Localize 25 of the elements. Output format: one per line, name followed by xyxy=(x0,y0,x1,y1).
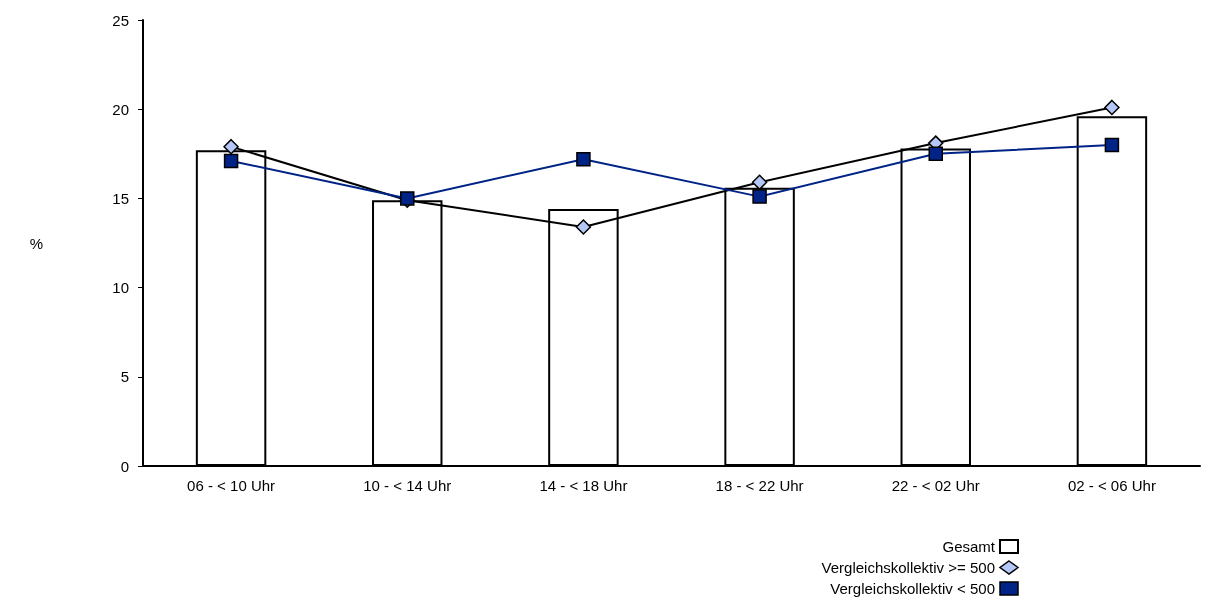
point xyxy=(928,146,943,162)
x-tick-label: 22 - < 02 Uhr xyxy=(891,477,980,494)
x-tick-label: 06 - < 10 Uhr xyxy=(187,477,276,494)
legend-label: Vergleichskollektiv < 500 xyxy=(830,580,995,597)
x-tick-label: 02 - < 06 Uhr xyxy=(1067,477,1156,494)
point xyxy=(576,151,591,167)
x-tick-label: 10 - < 14 Uhr xyxy=(363,477,452,494)
point xyxy=(575,219,592,235)
y-tick-label: 5 xyxy=(120,368,129,386)
y-tick-label: 25 xyxy=(112,11,129,29)
x-tick-label: 14 - < 18 Uhr xyxy=(539,477,628,494)
point xyxy=(751,174,768,191)
point xyxy=(223,153,239,169)
x-tick-label: 18 - < 22 Uhr xyxy=(715,477,804,494)
point xyxy=(752,189,767,204)
y-axis-title: % xyxy=(29,234,43,252)
y-tick-label: 0 xyxy=(120,457,129,475)
point xyxy=(1104,99,1120,116)
point xyxy=(1104,137,1120,153)
y-tick-label: 20 xyxy=(112,100,129,118)
point xyxy=(223,138,239,155)
y-tick-label: 15 xyxy=(112,189,129,207)
legend-label: Vergleichskollektiv >= 500 xyxy=(821,559,995,576)
y-tick-label: 10 xyxy=(112,279,129,297)
legend-label: Gesamt xyxy=(942,538,996,555)
